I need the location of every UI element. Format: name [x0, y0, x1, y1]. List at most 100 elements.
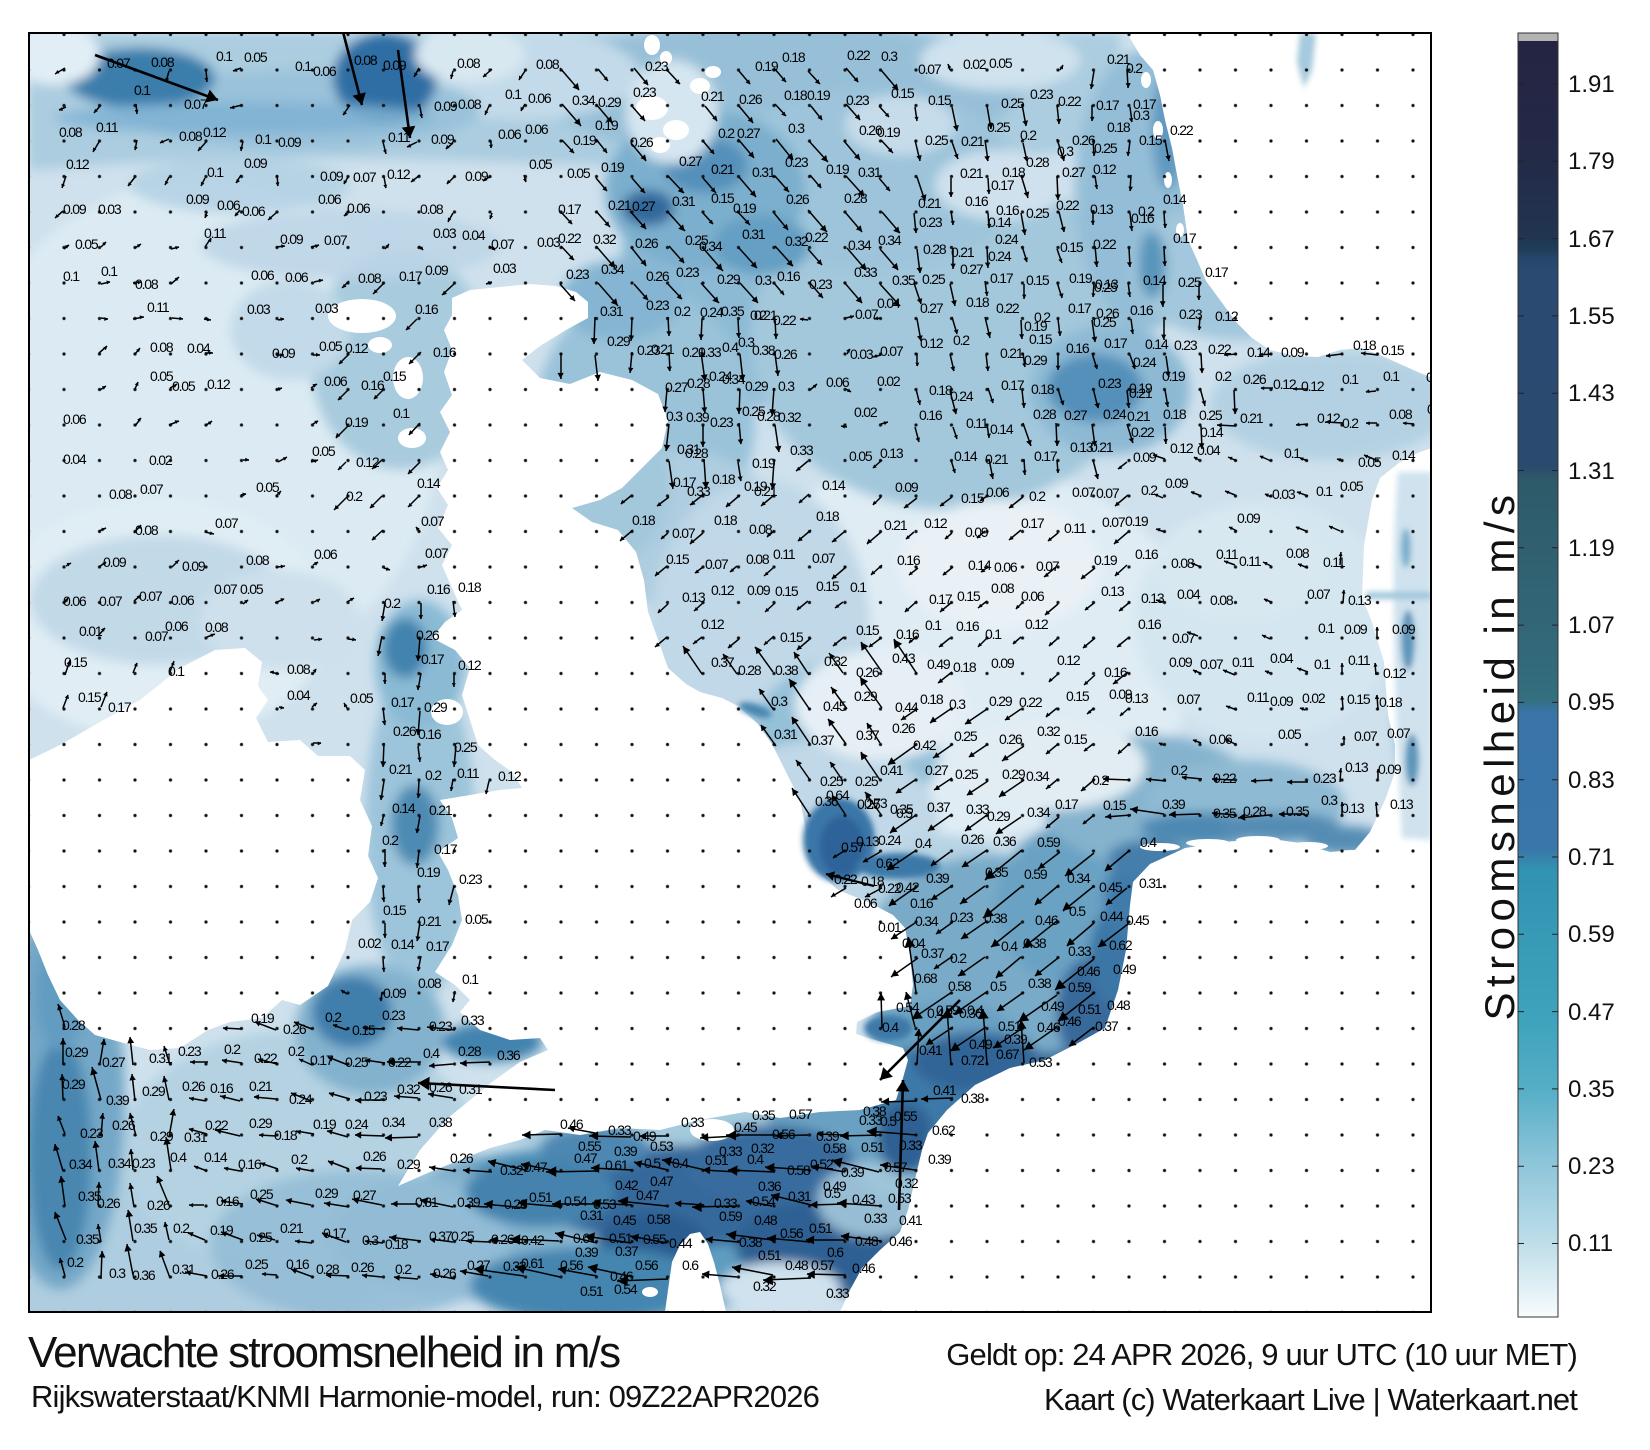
svg-text:0.36: 0.36 [132, 1267, 156, 1283]
svg-text:0.35: 0.35 [76, 1231, 100, 1247]
svg-text:0.29: 0.29 [142, 1083, 166, 1099]
svg-text:0.46: 0.46 [560, 1116, 584, 1132]
svg-text:0.24: 0.24 [700, 304, 724, 320]
svg-text:0.56: 0.56 [635, 1257, 659, 1273]
svg-text:0.2: 0.2 [953, 332, 970, 348]
svg-text:0.2: 0.2 [425, 767, 442, 783]
svg-text:0.39: 0.39 [1004, 1031, 1028, 1047]
svg-text:0.16: 0.16 [418, 726, 442, 742]
svg-text:0.03: 0.03 [1272, 486, 1296, 502]
svg-text:0.06: 0.06 [528, 90, 552, 106]
svg-text:0.43: 0.43 [852, 1191, 876, 1207]
svg-text:0.36: 0.36 [758, 1178, 782, 1194]
svg-text:0.59: 0.59 [1037, 834, 1061, 850]
svg-text:0.29: 0.29 [745, 378, 769, 394]
svg-text:Kaart (c) Waterkaart Live | Wa: Kaart (c) Waterkaart Live | Waterkaart.n… [1044, 1382, 1578, 1417]
svg-text:0.22: 0.22 [1058, 93, 1082, 109]
svg-text:0.09: 0.09 [747, 582, 771, 598]
svg-text:0.31: 0.31 [788, 1188, 812, 1204]
svg-text:0.4: 0.4 [1140, 834, 1157, 850]
svg-text:1.91: 1.91 [1568, 71, 1615, 98]
svg-text:0.48: 0.48 [754, 1212, 778, 1228]
svg-text:0.29: 0.29 [424, 699, 448, 715]
svg-text:0.17: 0.17 [434, 841, 458, 857]
svg-text:0.22: 0.22 [205, 1117, 229, 1133]
svg-text:0.19: 0.19 [595, 117, 619, 133]
svg-text:0.16: 0.16 [1104, 664, 1128, 680]
svg-text:0.28: 0.28 [458, 1043, 482, 1059]
svg-text:0.21: 0.21 [754, 307, 778, 323]
svg-text:0.32: 0.32 [785, 233, 809, 249]
svg-text:0.24: 0.24 [878, 832, 902, 848]
svg-text:0.54: 0.54 [564, 1193, 588, 1209]
svg-text:0.21: 0.21 [608, 197, 632, 213]
svg-text:0.39: 0.39 [841, 1164, 865, 1180]
svg-text:0.29: 0.29 [1002, 766, 1026, 782]
svg-text:0.06: 0.06 [347, 200, 371, 216]
svg-text:0.4: 0.4 [915, 835, 932, 851]
svg-text:0.27: 0.27 [467, 1257, 491, 1273]
svg-text:0.03: 0.03 [493, 260, 517, 276]
svg-text:0.2: 0.2 [1342, 415, 1359, 431]
svg-text:0.06: 0.06 [525, 121, 549, 137]
svg-text:0.27: 0.27 [960, 261, 984, 277]
svg-text:0.26: 0.26 [1243, 371, 1267, 387]
svg-text:0.13: 0.13 [1348, 592, 1372, 608]
svg-text:0.31: 0.31 [459, 1081, 483, 1097]
svg-text:0.19: 0.19 [573, 132, 597, 148]
svg-text:0.16: 0.16 [1135, 723, 1159, 739]
svg-text:0.41: 0.41 [933, 1082, 957, 1098]
svg-text:0.22: 0.22 [1056, 197, 1080, 213]
svg-text:0.18: 0.18 [1107, 119, 1131, 135]
svg-text:0.07: 0.07 [99, 593, 123, 609]
svg-text:0.05: 0.05 [567, 165, 591, 181]
svg-text:0.27: 0.27 [920, 300, 944, 316]
svg-text:0.62: 0.62 [876, 855, 900, 871]
svg-text:0.31: 0.31 [580, 1207, 604, 1223]
svg-text:0.13: 0.13 [1070, 439, 1094, 455]
svg-text:0.17: 0.17 [991, 177, 1015, 193]
svg-text:0.25: 0.25 [922, 271, 946, 287]
svg-text:0.2: 0.2 [1029, 488, 1046, 504]
svg-text:0.32: 0.32 [500, 1162, 524, 1178]
svg-text:0.45: 0.45 [823, 698, 847, 714]
svg-text:0.15: 0.15 [1139, 132, 1163, 148]
svg-text:0.07: 0.07 [705, 556, 729, 572]
svg-text:0.18: 0.18 [816, 508, 840, 524]
svg-text:0.3: 0.3 [362, 1232, 379, 1248]
svg-text:0.14: 0.14 [968, 557, 992, 573]
svg-text:0.21: 0.21 [280, 1220, 304, 1236]
svg-text:0.18: 0.18 [385, 1236, 409, 1252]
svg-text:0.18: 0.18 [929, 382, 953, 398]
svg-text:1.31: 1.31 [1568, 458, 1615, 485]
svg-text:0.31: 0.31 [742, 226, 766, 242]
svg-text:0.02: 0.02 [963, 56, 987, 72]
svg-text:0.07: 0.07 [107, 55, 131, 71]
svg-text:0.46: 0.46 [1077, 963, 1101, 979]
svg-text:0.11: 0.11 [1239, 553, 1262, 569]
svg-text:0.17: 0.17 [310, 1052, 334, 1068]
svg-text:0.24: 0.24 [345, 1116, 369, 1132]
svg-text:0.06: 0.06 [986, 484, 1010, 500]
svg-text:0.23: 0.23 [785, 154, 809, 170]
svg-text:0.28: 0.28 [316, 1261, 340, 1277]
svg-text:0.1: 0.1 [207, 164, 224, 180]
svg-text:0.22: 0.22 [878, 880, 902, 896]
svg-text:0.33: 0.33 [966, 801, 990, 817]
svg-text:0.36: 0.36 [959, 1005, 983, 1021]
svg-text:0.09: 0.09 [1392, 621, 1416, 637]
svg-text:0.51: 0.51 [998, 1018, 1022, 1034]
svg-text:0.25: 0.25 [1178, 274, 1202, 290]
svg-text:0.05: 0.05 [1278, 726, 1302, 742]
svg-text:0.26: 0.26 [429, 1079, 453, 1095]
svg-text:0.37: 0.37 [711, 654, 735, 670]
svg-text:0.09: 0.09 [1344, 621, 1368, 637]
svg-text:0.39: 0.39 [926, 870, 950, 886]
svg-text:0.16: 0.16 [1138, 616, 1162, 632]
svg-text:0.16: 0.16 [433, 344, 457, 360]
svg-text:0.31: 0.31 [149, 1050, 173, 1066]
svg-text:0.15: 0.15 [1060, 239, 1084, 255]
svg-text:0.27: 0.27 [632, 198, 656, 214]
svg-text:0.16: 0.16 [415, 301, 439, 317]
svg-text:0.27: 0.27 [737, 125, 761, 141]
